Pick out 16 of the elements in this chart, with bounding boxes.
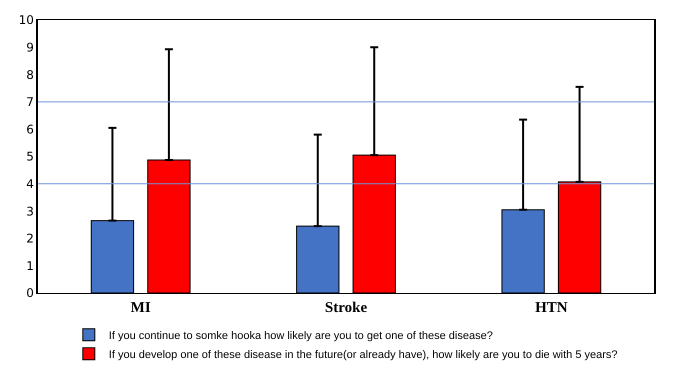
y-tick-label: 1 [26, 258, 34, 273]
x-tick-label: HTN [535, 300, 568, 316]
y-tick-label: 9 [26, 40, 34, 54]
y-tick-label: 2 [26, 232, 34, 246]
x-tick-label: MI [130, 300, 151, 316]
legend-label: If you continue to somke hooka how likely are you to get one of these disease? [108, 330, 493, 342]
y-tick-label: 4 [26, 177, 34, 191]
y-tick-label: 3 [26, 204, 34, 218]
y-tick-label: 7 [26, 95, 34, 110]
y-tick-label: 8 [26, 68, 34, 82]
x-tick-label: Stroke [324, 300, 368, 316]
y-tick-label: 6 [26, 122, 34, 136]
y-tick-label: 5 [26, 150, 34, 164]
y-tick-label: 0 [26, 286, 34, 300]
legend-label: If you develop one of these disease in the future(or already have), how likely are you to die with 5 years? [108, 349, 618, 362]
y-tick-label: 10 [18, 13, 34, 28]
